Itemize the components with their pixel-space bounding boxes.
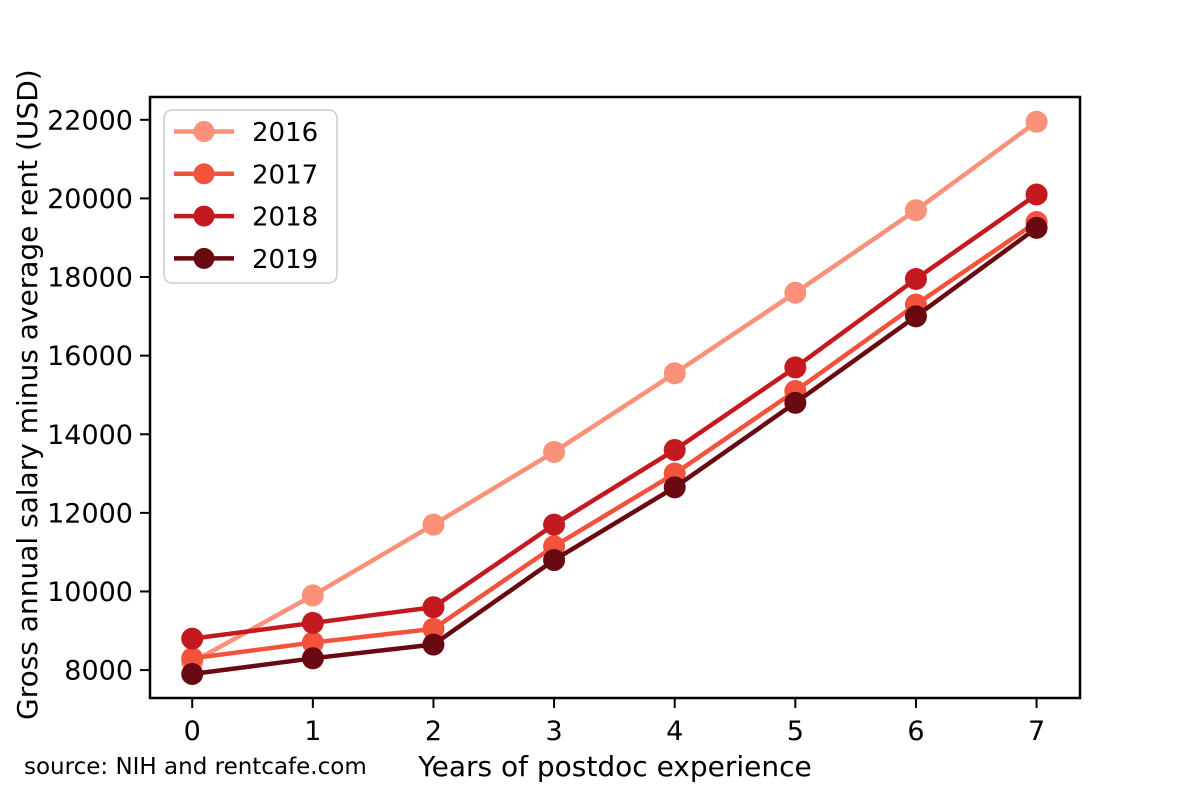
x-tick-label: 4 [666,716,683,747]
x-tick-label: 7 [1028,716,1045,747]
data-point-2016-x5 [784,281,807,304]
data-point-2016-x7 [1025,110,1048,133]
data-point-2018-x0 [181,627,204,650]
x-tick-label: 2 [425,716,442,747]
y-tick-label: 12000 [47,498,133,529]
data-point-2017-x2 [422,617,445,640]
data-point-2018-x3 [543,513,566,536]
x-tick-label: 3 [545,716,562,747]
series-line-2016 [191,119,1038,665]
y-tick-label: 22000 [47,105,133,136]
x-tick-label: 5 [787,716,804,747]
legend-label-2016: 2016 [252,118,318,148]
source-note: source: NIH and rentcafe.com [24,754,367,780]
data-point-2019-x2 [422,633,445,656]
data-point-2019-x4 [663,476,686,499]
data-point-2016-x2 [422,513,445,536]
y-tick-label: 16000 [47,341,133,372]
series-line-2017 [191,220,1038,661]
y-tick-label: 20000 [47,184,133,215]
data-point-2016-x1 [301,584,324,607]
data-point-2018-x1 [301,611,324,634]
legend-marker-2018 [193,205,215,227]
y-tick-label: 18000 [47,263,133,294]
x-tick-label: 0 [184,716,201,747]
y-axis-label: Gross annual salary minus average rent (… [11,69,44,720]
data-point-2017-x1 [301,631,324,654]
data-point-2017-x0 [181,647,204,670]
legend-label-2018: 2018 [252,203,318,233]
data-point-2018-x2 [422,596,445,619]
data-point-2019-x5 [784,391,807,414]
data-point-2019-x7 [1025,216,1048,239]
data-point-2016-x4 [663,362,686,385]
data-point-2018-x7 [1025,183,1048,206]
plot-border [148,95,1082,700]
data-point-2019-x1 [301,647,324,670]
data-point-2018-x6 [904,267,927,290]
y-tick-label: 14000 [47,420,133,451]
legend-label-2017: 2017 [252,160,318,190]
series-line-2018 [191,192,1038,641]
data-point-2016-x3 [543,440,566,463]
data-point-2019-x6 [904,305,927,328]
y-tick-label: 8000 [64,656,133,687]
x-tick-label: 6 [907,716,924,747]
series-line-2019 [191,226,1038,677]
data-point-2018-x5 [784,356,807,379]
y-tick-label: 10000 [47,577,133,608]
legend-marker-2019 [193,247,215,269]
data-point-2019-x3 [543,549,566,572]
data-point-2019-x0 [181,663,204,686]
data-point-2018-x4 [663,438,686,461]
data-point-2016-x6 [904,199,927,222]
x-axis-label: Years of postdoc experience [418,750,812,783]
x-tick-label: 1 [304,716,321,747]
legend-box [163,109,338,284]
legend-label-2019: 2019 [252,245,318,275]
legend-marker-2017 [193,163,215,185]
legend-marker-2016 [193,121,215,142]
